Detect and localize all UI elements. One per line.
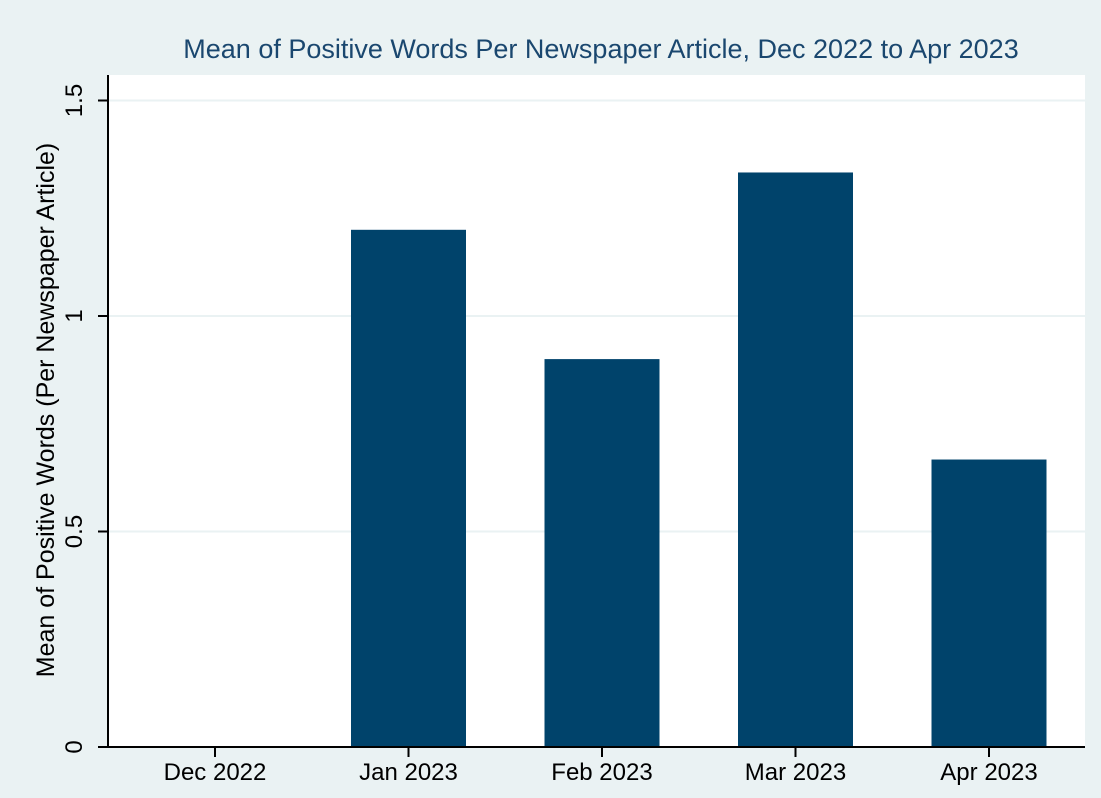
bar-feb-2023 (544, 359, 660, 747)
chart-title: Mean of Positive Words Per Newspaper Art… (183, 34, 1018, 64)
x-tick-label: Dec 2022 (164, 759, 267, 786)
bar-jan-2023 (351, 229, 466, 748)
y-tick-labels: 0 0.5 1 1.5 (61, 84, 88, 754)
x-tick-label: Feb 2023 (551, 759, 652, 786)
x-tick-label: Mar 2023 (745, 759, 846, 786)
x-tick-label: Apr 2023 (940, 759, 1037, 786)
bars (351, 172, 1047, 748)
x-tick-labels: Dec 2022 Jan 2023 Feb 2023 Mar 2023 Apr 2023 (164, 759, 1038, 786)
bar-apr-2023 (931, 459, 1047, 747)
bar-mar-2023 (738, 172, 853, 748)
y-tick-label: 0.5 (61, 515, 88, 548)
axes (98, 75, 1085, 757)
y-tick-label: 1 (61, 309, 88, 322)
y-tick-label: 0 (61, 740, 88, 753)
x-tick-label: Jan 2023 (359, 759, 458, 786)
y-axis-label: Mean of Positive Words (Per Newspaper Ar… (32, 143, 60, 677)
y-tick-label: 1.5 (61, 84, 88, 117)
